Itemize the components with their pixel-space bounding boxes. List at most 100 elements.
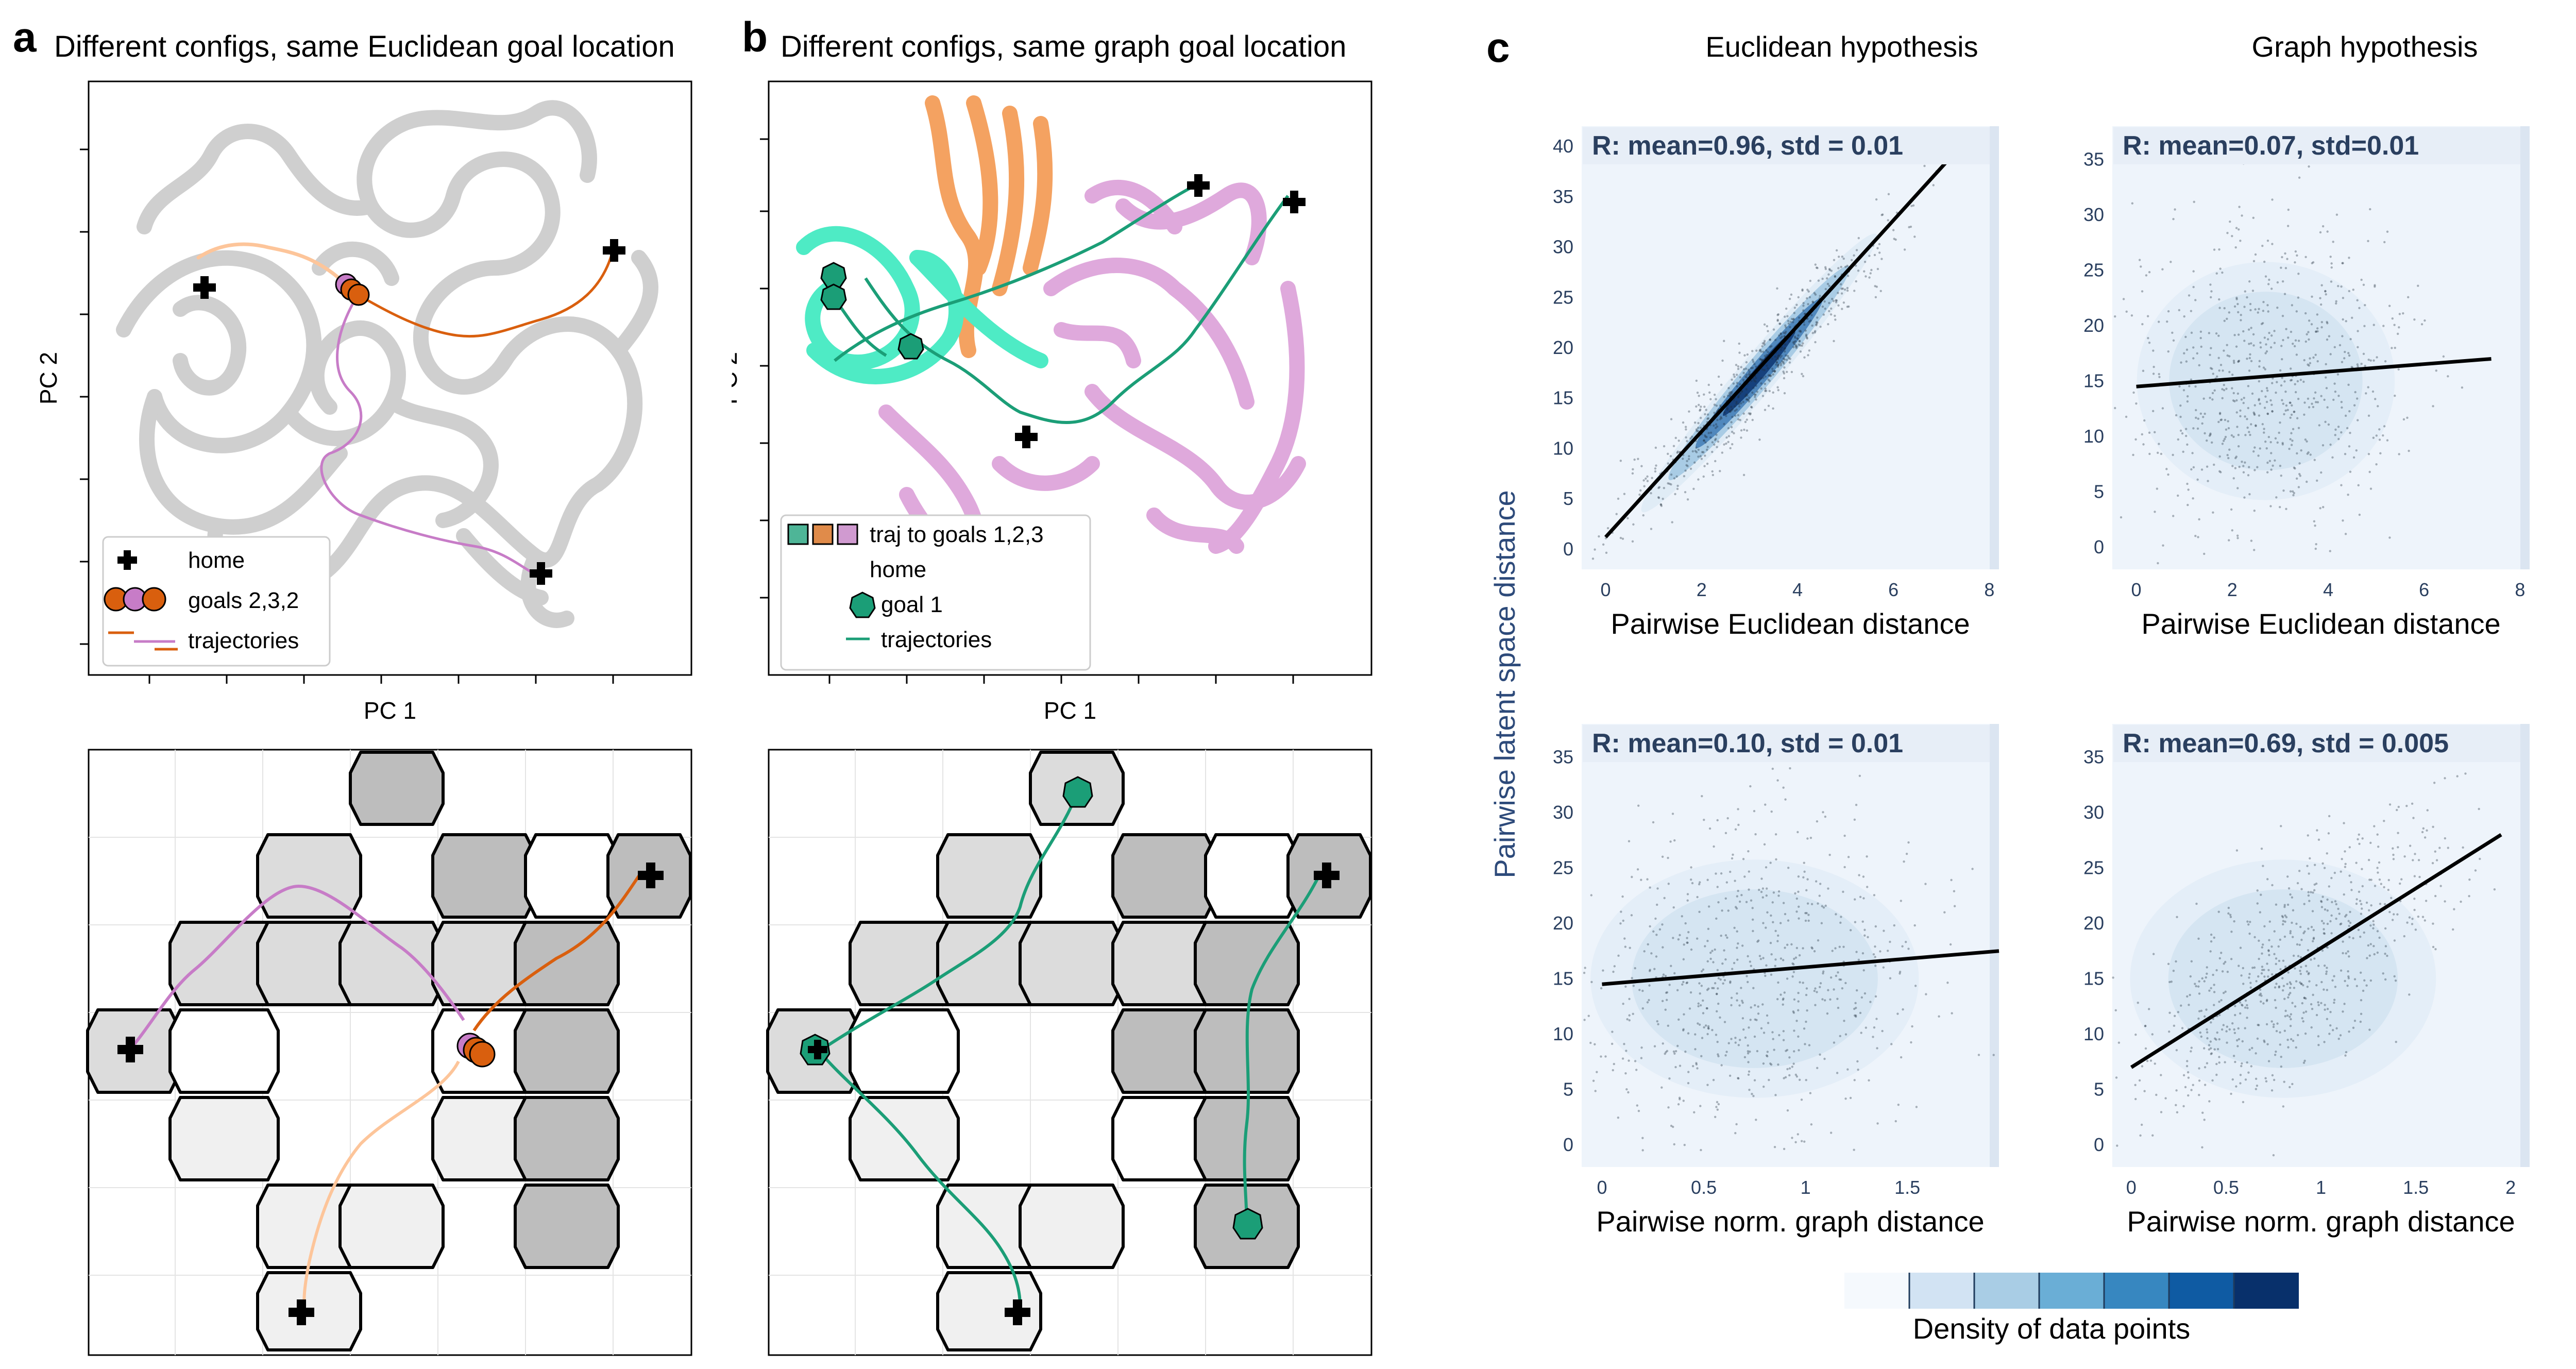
scatter-point bbox=[1853, 1148, 1855, 1151]
scatter-point bbox=[2204, 1084, 2207, 1086]
scatter-point bbox=[1887, 219, 1889, 222]
scatter-point bbox=[2264, 368, 2266, 370]
scatter-point bbox=[2261, 946, 2264, 949]
scatter-point bbox=[2382, 972, 2384, 975]
scatter-point bbox=[1751, 366, 1754, 369]
scatter-point bbox=[2244, 1006, 2247, 1009]
scatter-point bbox=[2134, 1097, 2137, 1101]
scatter-point bbox=[2304, 256, 2307, 259]
scatter-point bbox=[2268, 954, 2270, 956]
scatter-point bbox=[2312, 993, 2314, 996]
scatter-point bbox=[1756, 391, 1759, 393]
scatter-point bbox=[2291, 490, 2294, 493]
scatter-point bbox=[2396, 808, 2398, 812]
scatter-point bbox=[2310, 925, 2313, 928]
scatter-point bbox=[1724, 1054, 1727, 1057]
scatter-point bbox=[1697, 1005, 1700, 1008]
scatter-point bbox=[2307, 331, 2310, 333]
colorbar-swatch bbox=[2104, 1273, 2169, 1309]
scatter-point bbox=[1755, 1019, 1758, 1021]
scatter-point bbox=[1770, 914, 1772, 917]
scatter-point bbox=[1775, 858, 1777, 861]
y-tick-label: 25 bbox=[1553, 857, 1573, 878]
scatter-point bbox=[2285, 404, 2288, 407]
scatter-point bbox=[1866, 855, 1868, 858]
scatter-point bbox=[2402, 312, 2404, 315]
scatter-point bbox=[2263, 428, 2265, 430]
scatter-point bbox=[2246, 1007, 2249, 1009]
scatter-point bbox=[1806, 837, 1809, 840]
scatter-point bbox=[1751, 359, 1754, 361]
scatter-point bbox=[2175, 1049, 2178, 1052]
panel-c-ylabel: Pairwise latent space distance bbox=[1488, 490, 1521, 878]
scatter-point bbox=[1738, 405, 1741, 408]
scatter-point bbox=[1703, 405, 1706, 408]
scatter-point bbox=[1686, 498, 1689, 501]
scatter-point bbox=[1822, 906, 1825, 909]
scatter-point bbox=[1905, 853, 1908, 855]
scatter-point bbox=[2236, 426, 2239, 428]
scatter-point bbox=[1971, 868, 1974, 870]
scatter-point bbox=[1829, 976, 1833, 979]
scatter-point bbox=[2292, 1039, 2295, 1042]
scatter-point bbox=[2195, 409, 2197, 412]
scatter-point bbox=[2252, 216, 2255, 219]
scatter-point bbox=[1801, 373, 1803, 375]
scatter-point bbox=[2316, 313, 2319, 316]
scatter-point bbox=[2348, 846, 2351, 849]
scatter-point bbox=[1756, 940, 1759, 943]
panel-b-home-markers bbox=[1015, 174, 1306, 448]
scatter-point bbox=[2398, 453, 2400, 455]
scatter-point bbox=[2114, 407, 2116, 410]
scatter-point bbox=[1791, 1137, 1793, 1139]
scatter-point bbox=[2330, 266, 2333, 269]
scatter-point bbox=[1733, 399, 1735, 401]
scatter-point bbox=[1755, 1119, 1757, 1121]
scatter-point bbox=[1747, 1050, 1750, 1053]
scatter-point bbox=[1727, 427, 1730, 430]
scatter-point bbox=[1658, 928, 1662, 931]
x-tick-label: 1.5 bbox=[2403, 1177, 2429, 1198]
scatter-point bbox=[1720, 417, 1723, 420]
scatter-point bbox=[2356, 299, 2359, 302]
scatter-point bbox=[2192, 427, 2195, 430]
scatter-point bbox=[2310, 323, 2313, 326]
scatter-point bbox=[2408, 916, 2411, 919]
scatter-point bbox=[1636, 868, 1639, 871]
scatter-point bbox=[2359, 1020, 2362, 1023]
scatter-point bbox=[2273, 1078, 2276, 1081]
scatter-point bbox=[2143, 419, 2146, 422]
scatter-point bbox=[1821, 305, 1824, 308]
scatter-point bbox=[2334, 900, 2337, 903]
scatter-point bbox=[2198, 518, 2200, 521]
scatter-point bbox=[1814, 331, 1816, 334]
scatter-point bbox=[2326, 1018, 2329, 1020]
scatter-point bbox=[1677, 440, 1680, 442]
scatter-point bbox=[1744, 420, 1747, 424]
scatter-point bbox=[1736, 992, 1738, 995]
scatter-point bbox=[2275, 1006, 2277, 1009]
scatter-point bbox=[2295, 310, 2298, 313]
scatter-point bbox=[2144, 1025, 2147, 1027]
scatter-point bbox=[2241, 214, 2243, 217]
scatter-point bbox=[2216, 1031, 2218, 1034]
scatter-point bbox=[2397, 805, 2400, 808]
scatter-point bbox=[2218, 369, 2221, 372]
scatter-point bbox=[2267, 310, 2269, 313]
scatter-point bbox=[1674, 436, 1677, 440]
scatter-point bbox=[2284, 1009, 2287, 1012]
scatter-point bbox=[1766, 887, 1768, 890]
scatter-point bbox=[1729, 982, 1732, 984]
scatter-point bbox=[2151, 1033, 2154, 1036]
scatter-point bbox=[1844, 1097, 1847, 1100]
scatter-point bbox=[1857, 1068, 1859, 1071]
scatter-point bbox=[2175, 960, 2177, 963]
scatter-point bbox=[1785, 326, 1787, 329]
scatter-point bbox=[1809, 1092, 1812, 1094]
scatter-point bbox=[1704, 454, 1706, 457]
scatter-point bbox=[1787, 867, 1790, 869]
scatter-point bbox=[2355, 397, 2359, 400]
scatter-point bbox=[2286, 1014, 2289, 1017]
scatter-point bbox=[1859, 1011, 1862, 1015]
